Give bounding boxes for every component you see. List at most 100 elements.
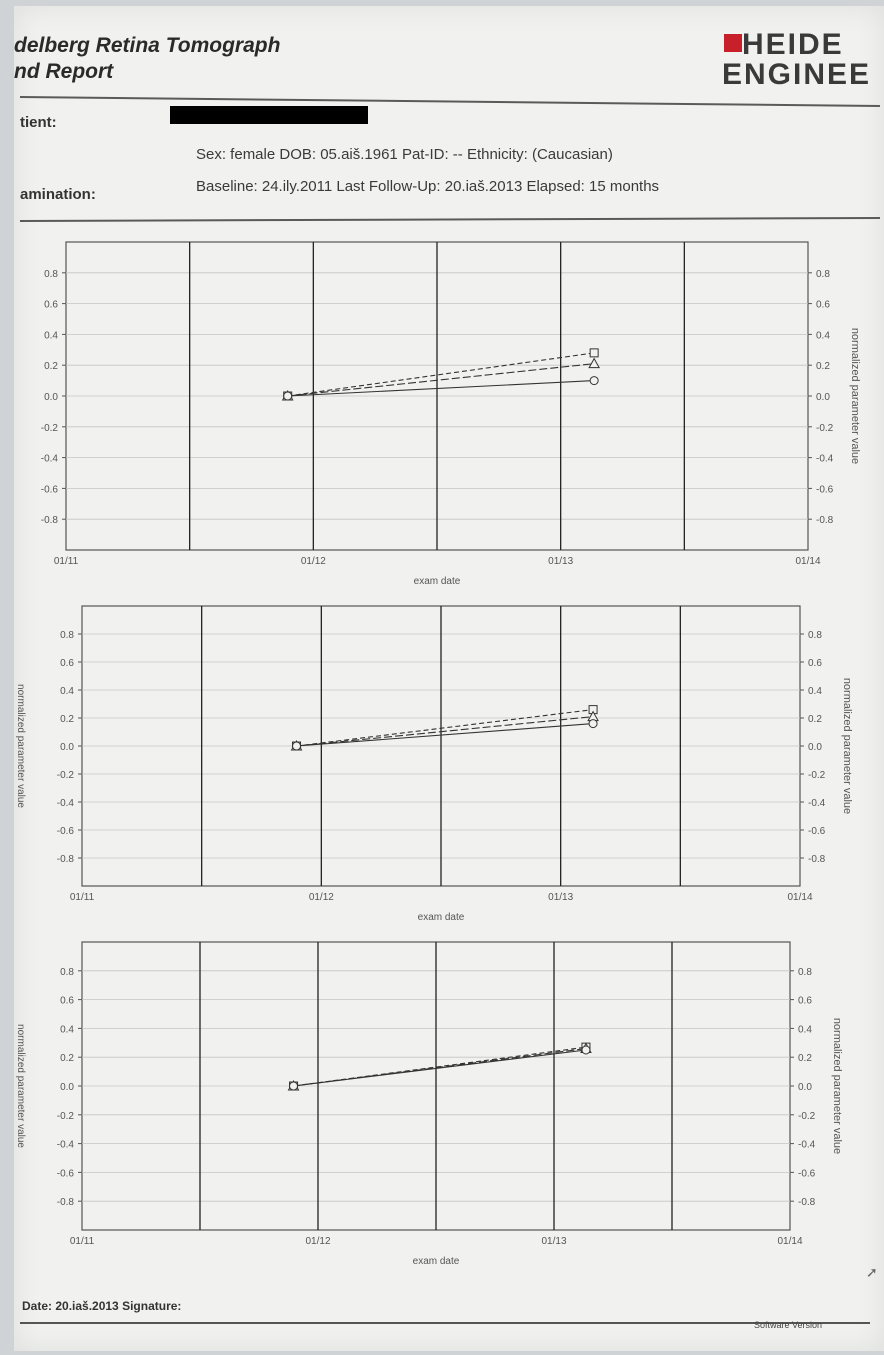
patient-name-redacted bbox=[170, 106, 368, 124]
y-tick-label-left: -0.6 bbox=[41, 484, 59, 495]
y-tick-label-right: 0.6 bbox=[816, 300, 830, 311]
y-tick-label-right: 0.8 bbox=[798, 967, 812, 978]
y-tick-label-right: -0.8 bbox=[816, 515, 834, 526]
y-tick-label-right: -0.4 bbox=[798, 1140, 816, 1151]
x-tick-label: 01/13 bbox=[541, 1236, 566, 1247]
data-point-triangle bbox=[588, 357, 601, 369]
y-tick-label-left: 0.6 bbox=[44, 300, 58, 311]
x-tick-label: 01/13 bbox=[548, 892, 573, 903]
y-tick-label-right: 0.2 bbox=[798, 1053, 812, 1064]
y-tick-label-right: -0.8 bbox=[798, 1197, 816, 1208]
y-tick-label-left: -0.6 bbox=[57, 1168, 75, 1179]
data-point-circle bbox=[588, 719, 598, 729]
y-axis-label-left: normalized parameter value bbox=[15, 1024, 26, 1148]
x-tick-label: 01/11 bbox=[70, 892, 95, 903]
progression-chart-3: -0.8 -0.6 -0.4 -0.2 0.0 0.2 0.4 0.6 0.8 -0.8 -0.6 -… bbox=[15, 941, 843, 1267]
edge-mark-arrow: ➚ bbox=[866, 1264, 878, 1280]
y-tick-label-left: 0.2 bbox=[60, 1053, 74, 1064]
y-tick-label-left: 0.0 bbox=[44, 392, 58, 403]
report-page bbox=[14, 6, 884, 1351]
progression-chart-1: -0.8 -0.6 -0.4 -0.2 0.0 0.2 0.4 0.6 0.8 -0.8 -0.6 -… bbox=[41, 241, 861, 587]
y-axis-label-right: normalized parameter value bbox=[841, 678, 853, 814]
x-tick-label: 01/14 bbox=[795, 556, 820, 567]
examination-label: amination: bbox=[20, 186, 96, 203]
series-line-circle bbox=[293, 1049, 587, 1087]
brand-logo-icon bbox=[724, 34, 742, 52]
footer-divider bbox=[20, 1322, 870, 1324]
footer-software-version: Software Version bbox=[754, 1320, 823, 1330]
y-tick-label-left: 0.4 bbox=[60, 686, 74, 697]
y-tick-label-right: 0.8 bbox=[808, 630, 822, 641]
y-tick-label-left: 0.4 bbox=[60, 1024, 74, 1035]
report-subtitle: nd Report bbox=[14, 60, 114, 83]
progression-chart-2: -0.8 -0.6 -0.4 -0.2 0.0 0.2 0.4 0.6 0.8 -0.8 -0.6 -… bbox=[15, 605, 853, 923]
series-line-square bbox=[287, 352, 595, 397]
y-tick-label-left: 0.2 bbox=[60, 714, 74, 725]
y-tick-label-left: -0.6 bbox=[57, 826, 75, 837]
footer-date-signature: Date: 20.iaš.2013 Signature: bbox=[22, 1299, 182, 1313]
data-point-square bbox=[589, 348, 599, 358]
y-tick-label-left: 0.8 bbox=[60, 630, 74, 641]
y-tick-label-right: -0.2 bbox=[808, 770, 826, 781]
y-tick-label-left: -0.2 bbox=[57, 1111, 75, 1122]
y-tick-label-left: 0.0 bbox=[60, 1082, 74, 1093]
y-tick-label-right: 0.0 bbox=[808, 742, 822, 753]
y-tick-label-right: -0.6 bbox=[808, 826, 826, 837]
y-tick-label-right: 0.4 bbox=[798, 1024, 812, 1035]
y-tick-label-left: -0.2 bbox=[57, 770, 75, 781]
y-tick-label-right: 0.6 bbox=[798, 996, 812, 1007]
x-tick-label: 01/12 bbox=[309, 892, 334, 903]
y-tick-label-left: -0.4 bbox=[41, 454, 59, 465]
y-tick-label-right: -0.2 bbox=[798, 1111, 816, 1122]
x-axis-label: exam date bbox=[414, 576, 461, 587]
series-line-circle bbox=[287, 380, 595, 397]
data-point-circle bbox=[289, 1081, 299, 1091]
y-tick-label-right: 0.4 bbox=[808, 686, 822, 697]
y-tick-label-left: 0.8 bbox=[44, 269, 58, 280]
y-axis-label-left: normalized parameter value bbox=[15, 684, 26, 808]
patient-label: tient: bbox=[20, 114, 57, 131]
y-tick-label-right: -0.4 bbox=[808, 798, 826, 809]
data-point-circle bbox=[581, 1045, 591, 1055]
y-tick-label-left: -0.2 bbox=[41, 423, 59, 434]
brand-logo-line2: ENGINEE bbox=[722, 58, 872, 91]
y-tick-label-right: -0.8 bbox=[808, 854, 826, 865]
y-tick-label-right: -0.6 bbox=[816, 484, 834, 495]
brand-logo-line1: HEIDE bbox=[742, 28, 844, 61]
x-axis-label: exam date bbox=[418, 912, 465, 923]
y-tick-label-right: -0.6 bbox=[798, 1168, 816, 1179]
x-tick-label: 01/12 bbox=[301, 556, 326, 567]
x-axis-label: exam date bbox=[413, 1256, 460, 1267]
y-tick-label-left: 0.6 bbox=[60, 658, 74, 669]
patient-details: Sex: female DOB: 05.aiš.1961 Pat-ID: -- … bbox=[196, 146, 613, 163]
y-tick-label-left: -0.4 bbox=[57, 798, 75, 809]
y-tick-label-left: -0.4 bbox=[57, 1140, 75, 1151]
y-tick-label-left: -0.8 bbox=[41, 515, 59, 526]
series-line-square bbox=[296, 709, 594, 747]
y-tick-label-right: -0.2 bbox=[816, 423, 834, 434]
y-tick-label-right: 0.8 bbox=[816, 269, 830, 280]
y-tick-label-left: -0.8 bbox=[57, 854, 75, 865]
series-line-triangle bbox=[287, 363, 595, 397]
x-tick-label: 01/12 bbox=[305, 1236, 330, 1247]
data-point-circle bbox=[589, 376, 599, 386]
y-tick-label-left: 0.6 bbox=[60, 996, 74, 1007]
x-tick-label: 01/14 bbox=[777, 1236, 802, 1247]
x-tick-label: 01/11 bbox=[70, 1236, 95, 1247]
y-tick-label-right: 0.6 bbox=[808, 658, 822, 669]
y-tick-label-left: 0.0 bbox=[60, 742, 74, 753]
series-line-triangle bbox=[296, 716, 594, 747]
x-tick-label: 01/14 bbox=[787, 892, 812, 903]
x-tick-label: 01/13 bbox=[548, 556, 573, 567]
x-tick-label: 01/11 bbox=[54, 556, 79, 567]
y-tick-label-right: -0.4 bbox=[816, 454, 834, 465]
y-tick-label-left: -0.8 bbox=[57, 1197, 75, 1208]
y-axis-label-right: normalized parameter value bbox=[849, 328, 861, 464]
series-line-circle bbox=[296, 723, 594, 747]
examination-details: Baseline: 24.ily.2011 Last Follow-Up: 20… bbox=[196, 178, 660, 195]
y-tick-label-left: 0.4 bbox=[44, 330, 58, 341]
y-tick-label-right: 0.0 bbox=[798, 1082, 812, 1093]
y-tick-label-right: 0.2 bbox=[816, 361, 830, 372]
y-axis-label-right: normalized parameter value bbox=[831, 1018, 843, 1154]
y-tick-label-right: 0.2 bbox=[808, 714, 822, 725]
